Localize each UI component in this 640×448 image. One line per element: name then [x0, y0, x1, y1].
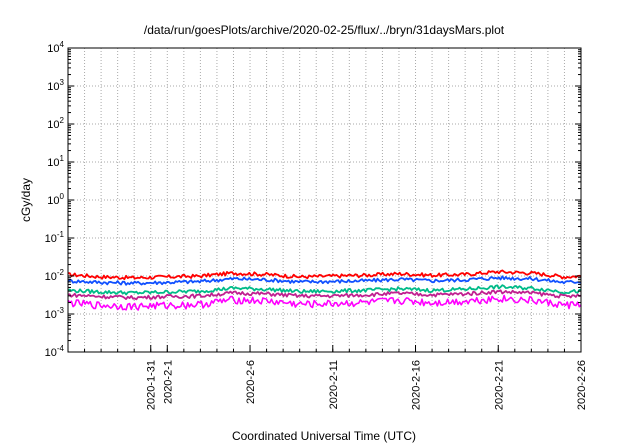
- y-tick-label: 10-3: [45, 306, 65, 321]
- series-line-3: [67, 284, 582, 296]
- y-tick-label: 102: [47, 116, 64, 131]
- x-tick-label: 2020-2-1: [162, 360, 174, 404]
- series-line-1: [68, 269, 582, 281]
- y-tick-label: 10-2: [45, 268, 65, 283]
- x-tick-label: 2020-2-21: [493, 360, 505, 410]
- y-tick-label: 10-1: [45, 230, 65, 245]
- y-tick-label: 103: [47, 78, 64, 93]
- x-tick-label: 2020-2-26: [576, 360, 588, 410]
- series-line-5: [67, 294, 582, 311]
- x-tick-label: 2020-2-6: [245, 360, 257, 404]
- chart-title: /data/run/goesPlots/archive/2020-02-25/f…: [144, 23, 505, 37]
- y-tick-label: 101: [47, 154, 64, 169]
- x-axis: 2020-1-31 2020-2-1 2020-2-6 2020-2-11 2020-2…: [84, 345, 588, 410]
- x-axis-label: Coordinated Universal Time (UTC): [232, 429, 416, 443]
- y-tick-label: 10-4: [45, 344, 65, 359]
- y-axis: 10-4 10-3 10-2 10-1 100 101 102 103 104: [45, 40, 581, 359]
- y-tick-label: 100: [47, 192, 64, 207]
- x-tick-label: 2020-2-11: [328, 360, 340, 409]
- x-tick-label: 2020-2-16: [411, 360, 423, 410]
- x-tick-label: 2020-1-31: [146, 360, 158, 410]
- series-line-4: [67, 289, 582, 301]
- y-axis-label: cGy/day: [19, 178, 33, 222]
- series-line-2: [67, 275, 582, 286]
- series-group: [67, 269, 582, 311]
- y-tick-label: 104: [47, 40, 64, 55]
